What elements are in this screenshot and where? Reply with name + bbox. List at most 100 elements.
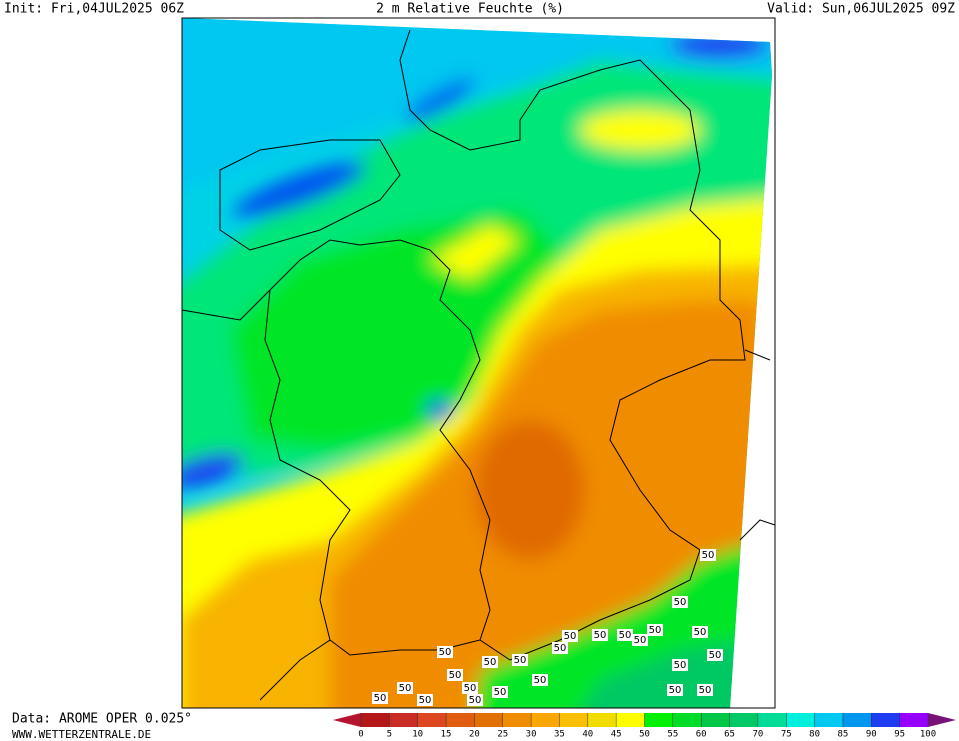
contour-label-bg — [482, 656, 498, 668]
color-bin — [559, 713, 589, 727]
tick-label: 50 — [639, 730, 650, 740]
tick-label: 20 — [469, 730, 480, 740]
contour-label: 50 — [649, 625, 662, 636]
tick-label: 70 — [752, 730, 763, 740]
tick-label: 55 — [667, 730, 678, 740]
color-bin — [474, 713, 504, 727]
contour-label-bg — [562, 630, 578, 642]
contour-label: 50 — [439, 647, 452, 658]
color-bin — [417, 713, 447, 727]
colorbar: 0 5 10 15 20 25 30 35 40 45 50 55 60 65 70 75 80 85 90 95 10… — [333, 713, 956, 740]
contour-label: 50 — [469, 695, 482, 706]
contour-label: 50 — [709, 650, 722, 661]
contour-label-bg — [467, 694, 483, 706]
contour-label: 50 — [484, 657, 497, 668]
contour-label: 50 — [634, 635, 647, 646]
color-bin — [757, 713, 787, 727]
contour-label: 50 — [419, 695, 432, 706]
color-bin — [389, 713, 419, 727]
contour-label-bg — [672, 659, 688, 671]
color-bin — [814, 713, 844, 727]
contour-label-bg — [492, 686, 508, 698]
tick-label: 65 — [724, 730, 735, 740]
color-bin — [701, 713, 731, 727]
color-bin — [871, 713, 901, 727]
color-bin — [672, 713, 702, 727]
color-bin — [446, 713, 475, 727]
color-bin — [729, 713, 759, 727]
tick-label: 60 — [696, 730, 707, 740]
contour-label: 50 — [674, 597, 687, 608]
contour-label: 50 — [449, 670, 462, 681]
tick-label: 35 — [554, 730, 565, 740]
tick-label: 45 — [611, 730, 622, 740]
contour-label-bg — [700, 549, 716, 561]
tick-label: 85 — [838, 730, 849, 740]
contour-label-bg — [512, 654, 528, 666]
tick-label: 5 — [387, 730, 392, 740]
map-title: 2 m Relative Feuchte (%) — [376, 2, 564, 17]
contour-label-bg — [592, 629, 608, 641]
contour-label: 50 — [514, 655, 527, 666]
tick-label: 30 — [526, 730, 537, 740]
tick-label: 90 — [866, 730, 877, 740]
contour-label: 50 — [594, 630, 607, 641]
contour-label-bg — [462, 682, 478, 694]
contour-label-bg — [672, 596, 688, 608]
contour-label-bg — [692, 626, 708, 638]
contour-label: 50 — [374, 693, 387, 704]
contour-label-bg — [532, 674, 548, 686]
contour-label: 50 — [674, 660, 687, 671]
tick-label: 15 — [441, 730, 452, 740]
contour-label: 50 — [699, 685, 712, 696]
contour-label: 50 — [534, 675, 547, 686]
color-bin — [587, 713, 617, 727]
contour-label-bg — [667, 684, 683, 696]
valid-time: Valid: Sun,06JUL2025 09Z — [767, 2, 955, 17]
under-arrow — [333, 713, 361, 727]
contour-label-bg — [372, 692, 388, 704]
data-source: Data: AROME OPER 0.025° — [12, 712, 192, 727]
color-bin — [786, 713, 816, 727]
contour-label: 50 — [669, 685, 682, 696]
color-bin — [616, 713, 645, 727]
color-bin — [842, 713, 872, 727]
humidity-field — [182, 18, 772, 708]
contour-label-bg — [437, 646, 453, 658]
color-bin — [644, 713, 674, 727]
tick-label: 25 — [497, 730, 508, 740]
borders — [181, 29, 776, 701]
contour-label-bg — [707, 649, 723, 661]
contour-label: 50 — [464, 683, 477, 694]
tick-label: 100 — [920, 730, 936, 740]
contour-label: 50 — [399, 683, 412, 694]
website: WWW.WETTERZENTRALE.DE — [12, 728, 151, 741]
contour-label-bg — [632, 634, 648, 646]
tick-label: 75 — [781, 730, 792, 740]
color-bin — [361, 713, 390, 727]
tick-label: 80 — [809, 730, 820, 740]
tick-label: 40 — [582, 730, 593, 740]
contour-label: 50 — [554, 643, 567, 654]
color-bin — [502, 713, 532, 727]
contour-label: 50 — [619, 630, 632, 641]
contour-label: 50 — [494, 687, 507, 698]
contour-label-bg — [697, 684, 713, 696]
over-arrow — [928, 713, 956, 727]
contour-label: 50 — [564, 631, 577, 642]
contour-label-bg — [417, 694, 433, 706]
contour-label-bg — [397, 682, 413, 694]
tick-label: 0 — [358, 730, 363, 740]
color-bin — [899, 713, 929, 727]
contour-label: 50 — [702, 550, 715, 561]
contour-label-bg — [647, 624, 663, 636]
contour-label-bg — [552, 642, 568, 654]
contour-label: 50 — [694, 627, 707, 638]
tick-label: 95 — [894, 730, 905, 740]
map-frame — [181, 17, 776, 709]
init-time: Init: Fri,04JUL2025 06Z — [4, 2, 184, 17]
color-bin — [531, 713, 560, 727]
contour-label-bg — [447, 669, 463, 681]
